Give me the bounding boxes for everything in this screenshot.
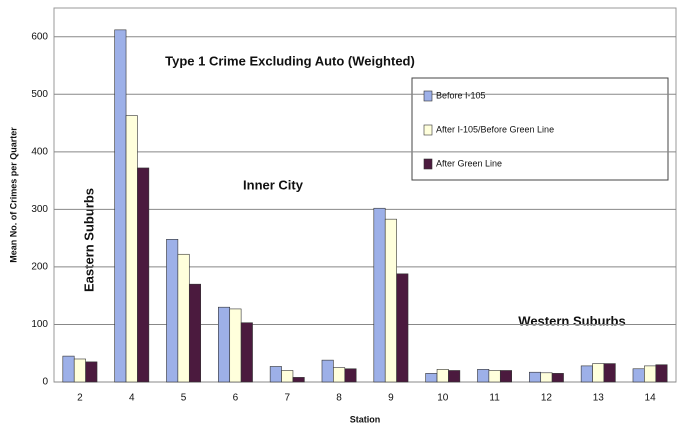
x-tick-label: 4 [129,393,135,404]
x-axis-label: Station [350,414,381,424]
y-tick-label: 300 [31,204,48,215]
bar [603,363,616,383]
y-tick-label: 400 [31,146,48,157]
x-tick-label: 10 [437,393,449,404]
bar [62,355,75,383]
bar [477,369,490,383]
y-tick-label: 100 [31,319,48,330]
bar [384,218,397,383]
x-tick-label: 7 [284,393,290,404]
bar [448,370,461,383]
bar [344,368,357,383]
plot-area [53,7,677,383]
bar [373,207,386,383]
bar [281,370,294,383]
bar [85,361,98,383]
bar [436,369,449,383]
legend-swatch [423,124,433,136]
x-tick-label: 2 [77,393,83,404]
bar [73,358,86,383]
bar [540,372,553,383]
bar [240,322,253,383]
bar [269,366,282,383]
legend-swatch [423,90,433,102]
bar [166,239,179,383]
bar [632,368,645,383]
x-tick-label: 12 [541,393,553,404]
bar [644,365,657,383]
legend-label: Before I-105 [436,90,486,100]
x-tick-label: 8 [336,393,342,404]
bar [551,373,564,383]
bar [580,365,593,383]
bar [292,377,305,383]
annotation: Western Suburbs [518,313,625,328]
bar [592,363,605,383]
y-tick-label: 200 [31,262,48,273]
x-tick-label: 5 [181,393,187,404]
y-tick-label: 600 [31,31,48,42]
bar [177,253,190,383]
bar [125,115,138,383]
bar [333,367,346,383]
legend-label: After Green Line [436,158,502,168]
bar [229,308,242,383]
x-tick-label: 13 [593,393,605,404]
bar [529,371,542,383]
bar [321,359,334,383]
bar [425,373,438,383]
bar [218,306,231,383]
x-tick-label: 14 [645,393,657,404]
bar [499,370,512,383]
bar [114,29,127,383]
bar [396,273,409,383]
legend-label: After I-105/Before Green Line [436,124,554,134]
bar [488,370,501,383]
annotation: Eastern Suburbs [81,188,96,292]
bar [137,167,150,383]
y-tick-label: 500 [31,89,48,100]
annotation: Inner City [243,177,304,192]
x-tick-label: 6 [233,393,239,404]
y-axis-label: Mean No. of Crimes per Quarter [8,127,18,263]
annotation: Type 1 Crime Excluding Auto (Weighted) [165,53,415,68]
x-tick-label: 9 [388,393,394,404]
legend [411,77,669,181]
y-tick-label: 0 [42,377,48,388]
legend-swatch [423,158,433,170]
bar [655,364,668,383]
x-tick-label: 11 [489,393,500,404]
bar [188,283,201,383]
